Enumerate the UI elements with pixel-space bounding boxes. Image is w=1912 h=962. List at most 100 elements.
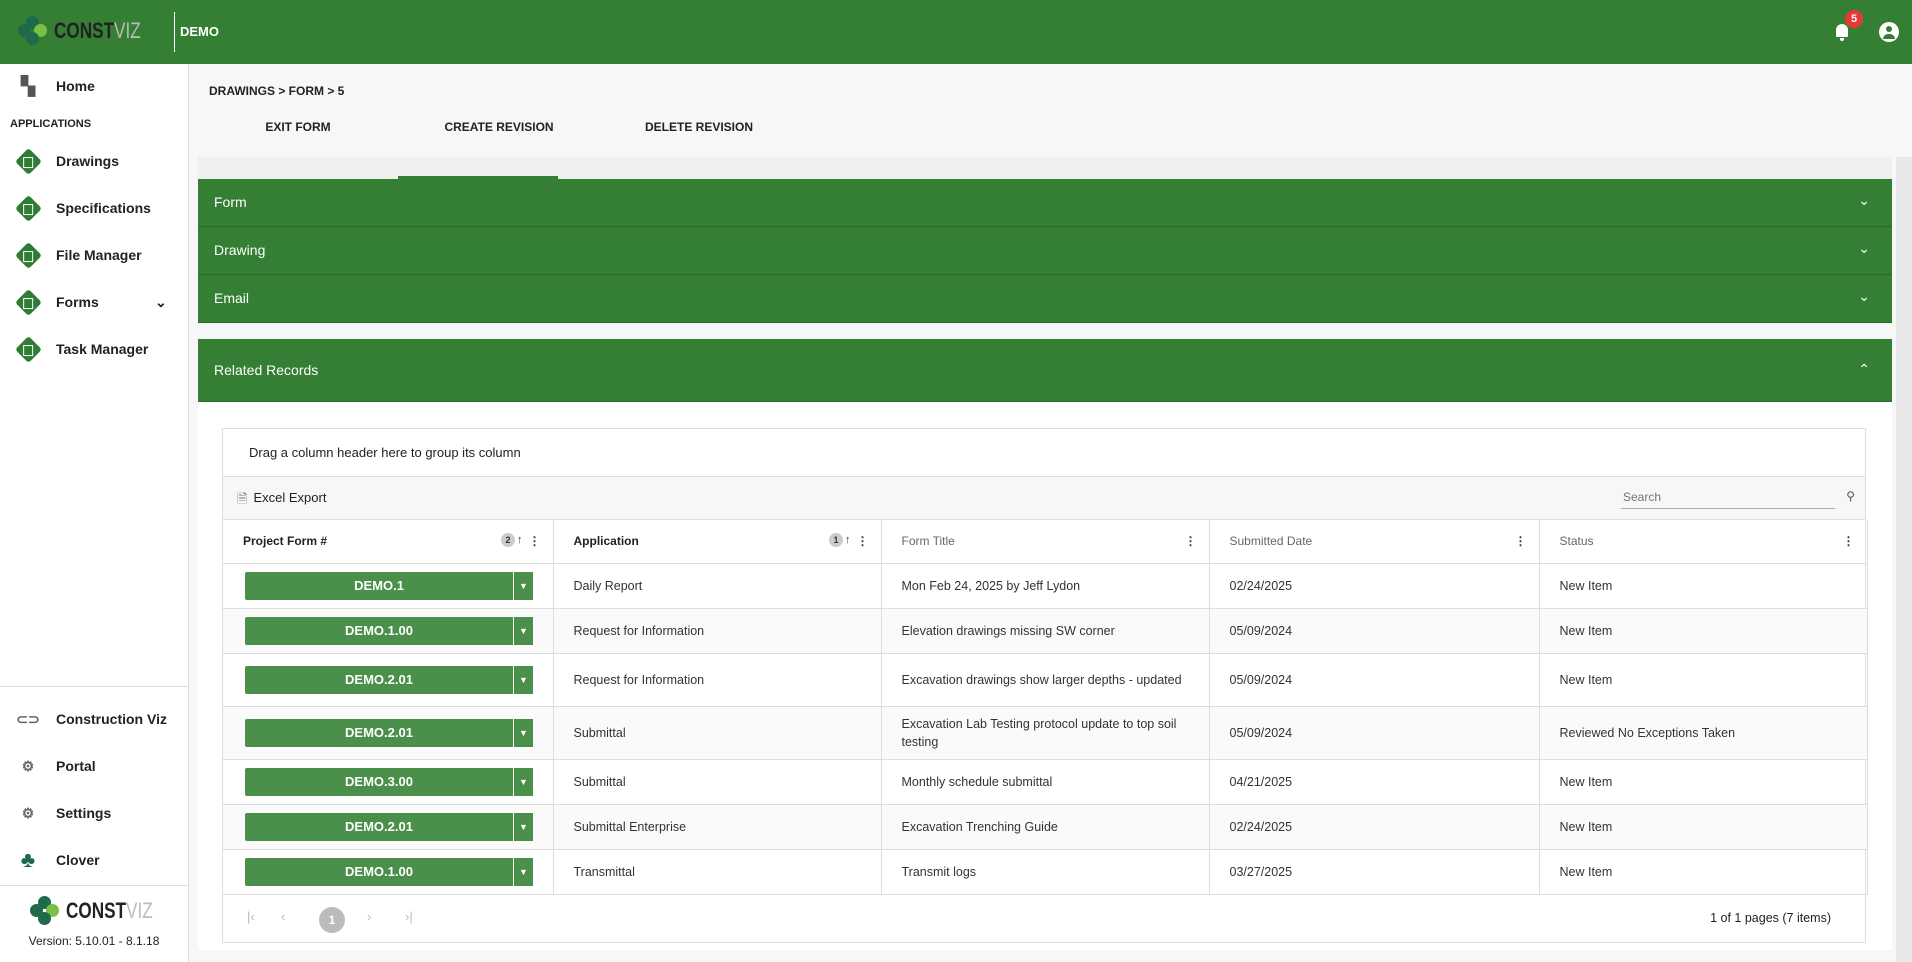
project-name: DEMO [180,24,219,39]
cell-application: Request for Information [553,653,882,707]
accordion-form[interactable]: Form ⌄ [198,179,1892,227]
excel-export-button[interactable]: 🗎︎ Excel Export [237,490,326,512]
cell-form-title: Excavation Lab Testing protocol update t… [881,706,1210,760]
grid-table: Project Form #2 ↑ ⋮ Application 1 ↑ ⋮ Form Ti… [223,520,1868,895]
clover-logo-icon [30,896,60,926]
column-header-status[interactable]: Status ⋮ [1539,520,1868,564]
form-number-button[interactable]: DEMO.1 ▼ [245,571,533,600]
sidebar: ▚ Home APPLICATIONS Drawings Specificatio… [0,64,189,962]
grid-toolbar: 🗎︎Excel Export ⚲ [223,477,1865,520]
cell-status: New Item [1539,804,1868,850]
chevron-down-icon[interactable]: ⌄ [155,293,167,310]
cell-project-form: DEMO.3.00 ▼ [223,759,554,805]
page-scrollbar[interactable] [1896,157,1912,962]
group-panel[interactable]: Drag a column header here to group its c… [223,429,1865,477]
link-icon: ⊂⊃ [16,710,40,727]
bell-icon[interactable] [1834,22,1850,42]
cell-form-title: Excavation Trenching Guide [881,804,1210,850]
sidebar-item-file-manager[interactable]: File Manager [0,235,188,275]
related-records-grid: Drag a column header here to group its c… [222,428,1868,943]
caret-down-icon[interactable]: ▼ [513,616,533,645]
form-number-button[interactable]: DEMO.3.00 ▼ [245,767,533,796]
page-info: 1 of 1 pages (7 items) [1710,911,1831,925]
specifications-icon [14,194,42,222]
accordion-related-records[interactable]: Related Records ⌃ [198,339,1892,402]
sidebar-item-drawings[interactable]: Drawings [0,141,188,181]
caret-down-icon[interactable]: ▼ [513,767,533,796]
clover-icon: ♣ [20,847,36,872]
sidebar-item-settings[interactable]: ⚙ Settings [0,793,188,833]
accordion-drawing[interactable]: Drawing ⌄ [198,227,1892,275]
footer-logo: CONSTVIZ [30,896,162,926]
cell-form-title: Mon Feb 24, 2025 by Jeff Lydon [881,563,1210,609]
search-icon[interactable]: ⚲ [1846,489,1855,503]
forms-icon [14,288,42,316]
cell-submitted-date: 05/09/2024 [1209,706,1540,760]
chevron-down-icon: ⌄ [1858,288,1870,304]
clover-logo-icon [18,16,48,46]
applications-heading: APPLICATIONS [10,118,92,130]
sidebar-item-clover[interactable]: ♣ Clover [0,840,188,880]
sidebar-item-forms[interactable]: Forms ⌄ [0,282,188,322]
form-number-button[interactable]: DEMO.1.00 ▼ [245,616,533,645]
cell-project-form: DEMO.1.00 ▼ [223,849,554,895]
column-menu-icon[interactable]: ⋮ [856,534,869,548]
table-row: DEMO.1.00 ▼ Request for Information Elevati… [223,608,1868,654]
file-manager-icon [14,241,42,269]
page-button-current[interactable]: 1 [319,907,345,933]
column-header-form-title[interactable]: Form Title ⋮ [881,520,1210,564]
top-header: CONSTVIZ DEMO 5 [0,0,1912,64]
tab-create-revision[interactable]: CREATE REVISION [444,120,554,134]
breadcrumb: DRAWINGS > FORM > 5 [209,84,345,98]
column-header-application[interactable]: Application 1 ↑ ⋮ [553,520,882,564]
cell-project-form: DEMO.2.01 ▼ [223,804,554,850]
caret-down-icon[interactable]: ▼ [513,857,533,886]
cell-project-form: DEMO.2.01 ▼ [223,653,554,707]
cell-form-title: Elevation drawings missing SW corner [881,608,1210,654]
search-input[interactable] [1621,485,1835,509]
column-menu-icon[interactable]: ⋮ [1842,534,1855,548]
cell-project-form: DEMO.2.01 ▼ [223,706,554,760]
form-number-button[interactable]: DEMO.1.00 ▼ [245,857,533,886]
cell-submitted-date: 05/09/2024 [1209,653,1540,707]
column-header-submitted-date[interactable]: Submitted Date ⋮ [1209,520,1540,564]
form-number-button[interactable]: DEMO.2.01 ▼ [245,812,533,841]
column-menu-icon[interactable]: ⋮ [528,534,541,548]
column-menu-icon[interactable]: ⋮ [1514,534,1527,548]
next-page-icon[interactable]: › [367,909,372,924]
sidebar-item-home[interactable]: ▚ Home [0,66,188,106]
cell-form-title: Monthly schedule submittal [881,759,1210,805]
prev-page-icon[interactable]: ‹ [281,909,286,924]
caret-down-icon[interactable]: ▼ [513,665,533,694]
caret-down-icon[interactable]: ▼ [513,571,533,600]
cell-submitted-date: 02/24/2025 [1209,563,1540,609]
sidebar-divider [0,686,188,687]
cell-status: New Item [1539,608,1868,654]
tab-exit-form[interactable]: EXIT FORM [265,120,331,134]
sidebar-item-specifications[interactable]: Specifications [0,188,188,228]
accordion-email[interactable]: Email ⌄ [198,275,1892,323]
sort-asc-icon[interactable]: 2 ↑ [501,533,523,547]
drawings-icon [14,147,42,175]
form-number-button[interactable]: DEMO.2.01 ▼ [245,718,533,747]
form-number-button[interactable]: DEMO.2.01 ▼ [245,665,533,694]
gears-icon: ⚙ [21,757,35,774]
tab-delete-revision[interactable]: DELETE REVISION [644,120,754,134]
caret-down-icon[interactable]: ▼ [513,718,533,747]
settings-icon: ⚙ [21,804,35,821]
sidebar-item-construction-viz[interactable]: ⊂⊃ Construction Viz [0,699,188,739]
column-header-project-form[interactable]: Project Form #2 ↑ ⋮ [223,520,554,564]
account-icon[interactable] [1879,22,1899,42]
column-menu-icon[interactable]: ⋮ [1184,534,1197,548]
header-divider [174,12,175,52]
logo-wordmark: CONSTVIZ [66,898,153,923]
sort-asc-icon[interactable]: 1 ↑ [829,533,851,547]
chevron-up-icon: ⌃ [1858,361,1870,377]
constviz-logo[interactable]: CONSTVIZ [18,16,150,46]
caret-down-icon[interactable]: ▼ [513,812,533,841]
sidebar-item-portal[interactable]: ⚙ Portal [0,746,188,786]
sidebar-item-task-manager[interactable]: Task Manager [0,329,188,369]
first-page-icon[interactable]: |‹ [247,909,255,924]
last-page-icon[interactable]: ›| [405,909,413,924]
table-row: DEMO.2.01 ▼ Submittal Excavation Lab Testin… [223,706,1868,760]
